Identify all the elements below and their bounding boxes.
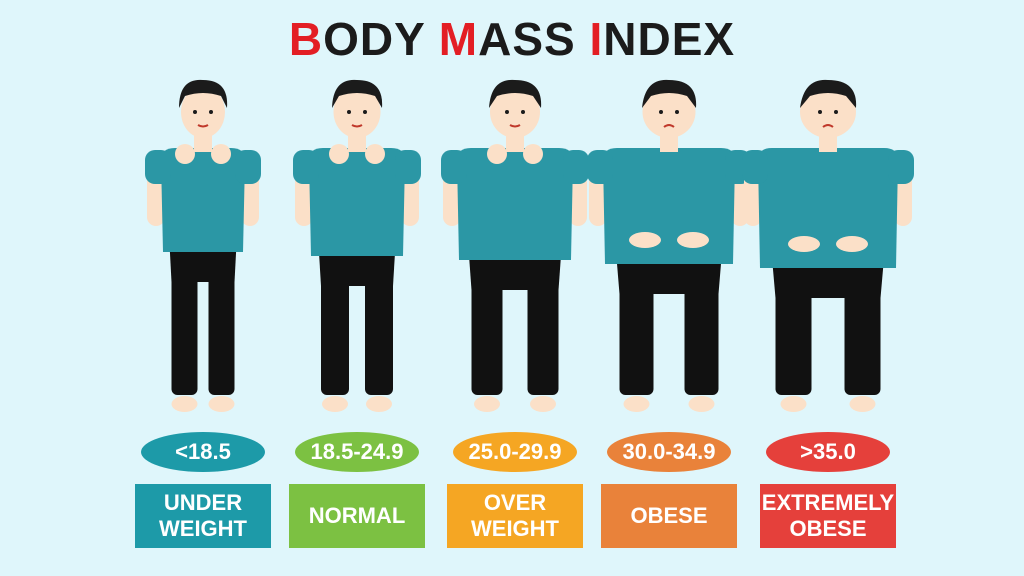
bmi-category-card: EXTREMELY OBESE <box>760 484 896 548</box>
page-title: BODY MASS INDEX <box>0 12 1024 66</box>
left-hand-on-belly <box>788 236 820 252</box>
hair <box>332 79 383 108</box>
right-sleeve <box>888 150 914 184</box>
left-sleeve <box>145 150 171 184</box>
mouth <box>509 124 521 128</box>
left-sleeve <box>587 150 613 184</box>
head <box>333 86 381 138</box>
right-fist <box>211 144 231 164</box>
left-eye <box>659 110 663 114</box>
title-letter-i: I <box>589 13 604 65</box>
right-eye <box>363 110 367 114</box>
hair <box>489 79 542 108</box>
left-fist <box>175 144 195 164</box>
shirt <box>161 148 245 252</box>
left-foot <box>474 396 500 412</box>
right-hand-on-belly <box>677 232 709 248</box>
shirt <box>603 148 735 264</box>
bmi-category-card: OVER WEIGHT <box>447 484 583 548</box>
right-fist <box>523 144 543 164</box>
left-sleeve <box>441 150 467 184</box>
hair <box>642 79 697 108</box>
right-eye <box>209 110 213 114</box>
bmi-category-card: OBESE <box>601 484 737 548</box>
title-word-body: ODY <box>323 13 439 65</box>
right-sleeve <box>563 150 589 184</box>
left-foot <box>171 396 198 412</box>
bmi-range-pill: >35.0 <box>766 432 890 472</box>
right-eye <box>675 110 679 114</box>
bmi-category-card: UNDER WEIGHT <box>135 484 271 548</box>
shirt <box>309 148 405 256</box>
left-eye <box>347 110 351 114</box>
hair <box>179 79 228 108</box>
bmi-category-card: NORMAL <box>289 484 425 548</box>
left-foot <box>623 396 650 412</box>
right-foot <box>366 396 392 412</box>
right-fist <box>365 144 385 164</box>
right-foot <box>688 396 715 412</box>
left-hand-on-belly <box>629 232 661 248</box>
right-eye <box>834 110 838 114</box>
head <box>490 86 540 138</box>
obese-figure <box>587 79 751 412</box>
head <box>800 86 856 138</box>
mouth <box>822 124 834 128</box>
left-sleeve <box>742 150 768 184</box>
title-letter-m: M <box>438 13 479 65</box>
bmi-range-pill: 30.0-34.9 <box>607 432 731 472</box>
bmi-range-pill: <18.5 <box>141 432 265 472</box>
right-foot <box>849 396 876 412</box>
left-eye <box>505 110 509 114</box>
left-foot <box>322 396 348 412</box>
left-eye <box>818 110 822 114</box>
mouth <box>351 124 363 128</box>
hair <box>800 79 857 108</box>
head <box>642 86 696 138</box>
left-sleeve <box>293 150 319 184</box>
right-sleeve <box>235 150 261 184</box>
extremely-obese-figure <box>742 79 914 412</box>
bmi-range-pill: 25.0-29.9 <box>453 432 577 472</box>
body-figures <box>145 79 914 412</box>
left-eye <box>193 110 197 114</box>
right-foot <box>208 396 235 412</box>
right-foot <box>530 396 556 412</box>
normal-figure <box>293 79 421 412</box>
mouth <box>197 124 209 128</box>
right-hand-on-belly <box>836 236 868 252</box>
overweight-figure <box>441 79 589 412</box>
head <box>181 86 225 138</box>
title-word-mass: ASS <box>478 13 590 65</box>
left-foot <box>780 396 807 412</box>
shirt <box>457 148 573 260</box>
mouth <box>663 124 675 128</box>
title-word-index: NDEX <box>603 13 736 65</box>
underweight-figure <box>145 79 261 412</box>
bmi-range-pill: 18.5-24.9 <box>295 432 419 472</box>
left-fist <box>487 144 507 164</box>
title-letter-b: B <box>288 13 324 65</box>
left-fist <box>329 144 349 164</box>
right-sleeve <box>395 150 421 184</box>
right-eye <box>521 110 525 114</box>
shirt <box>758 148 898 268</box>
